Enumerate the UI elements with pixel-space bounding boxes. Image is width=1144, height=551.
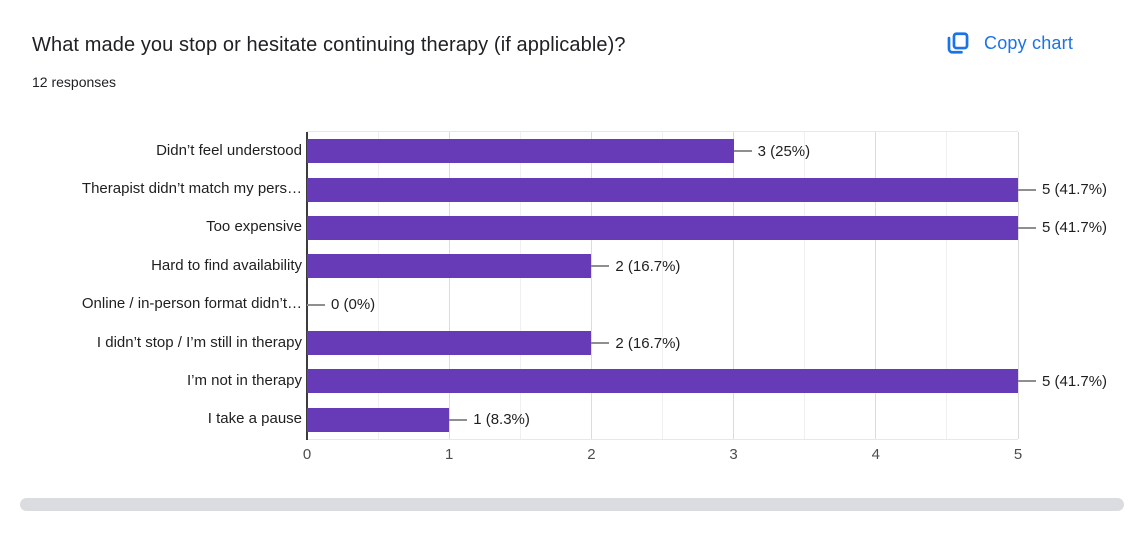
category-label: I take a pause (207, 410, 302, 428)
gridline-minor (377, 132, 379, 439)
question-title: What made you stop or hesitate continuin… (32, 34, 626, 56)
x-tick-label: 4 (871, 446, 880, 463)
gridline-minor (519, 132, 521, 439)
category-label: I’m not in therapy (186, 371, 302, 389)
category-label: I didn’t stop / I’m still in therapy (96, 333, 302, 351)
category-label: Online / in-person format didn’t… (81, 295, 302, 313)
bar (307, 215, 1018, 240)
value-callout-line (1018, 226, 1036, 229)
x-tick-label: 5 (1013, 446, 1023, 463)
gridline-major (875, 132, 877, 439)
value-label: 5 (41.7%) (1042, 181, 1108, 199)
value-label: 2 (16.7%) (615, 334, 681, 352)
x-axis: 0 1 2 3 4 5 (303, 446, 1022, 466)
category-label: Hard to find availability (151, 256, 302, 274)
gridline-major (1017, 132, 1019, 439)
value-label: 0 (0%) (331, 296, 376, 314)
value-label: 3 (25%) (757, 142, 811, 160)
horizontal-scrollbar-thumb[interactable] (20, 498, 1124, 511)
bar (307, 254, 592, 279)
bar-chart-plot-area: 3 (25%) 5 (41.7%) 5 (41.7%) 2 (16.7%) 0 (0%)… (306, 131, 1107, 440)
copy-chart-icon (944, 30, 971, 57)
copy-chart-button[interactable]: Copy chart (938, 25, 1079, 61)
bar (307, 177, 1018, 202)
value-callout-line (449, 418, 468, 421)
value-callout-line (307, 303, 325, 306)
bar (307, 139, 734, 164)
y-axis-line (306, 132, 308, 440)
value-callout-line (591, 265, 610, 268)
gridline-minor (662, 132, 663, 439)
category-label: Didn’t feel understood (156, 141, 302, 159)
value-label: 1 (8.3%) (473, 411, 530, 429)
value-label: 5 (41.7%) (1042, 372, 1108, 390)
x-tick-label: 0 (302, 446, 312, 463)
value-callout-line (591, 342, 610, 345)
gridline-major (590, 132, 592, 439)
response-count: 12 responses (32, 74, 117, 90)
value-label: 2 (16.7%) (615, 257, 681, 275)
gridline-major (733, 132, 735, 439)
bar (307, 407, 450, 432)
x-tick-label: 3 (729, 446, 738, 463)
category-label: Too expensive (206, 218, 302, 236)
value-callout-line (733, 150, 752, 153)
copy-chart-label: Copy chart (984, 32, 1074, 53)
x-tick-label: 2 (587, 446, 596, 463)
value-label: 5 (41.7%) (1042, 219, 1108, 237)
gridline-major (448, 132, 450, 439)
x-tick-label: 1 (445, 446, 454, 463)
category-axis: Didn’t feel understood Therapist didn’t m… (0, 131, 302, 438)
bar (307, 369, 1018, 394)
bar (307, 331, 592, 356)
value-callout-line (1018, 188, 1036, 191)
value-callout-line (1018, 380, 1036, 383)
category-label: Therapist didn’t match my pers… (81, 180, 302, 198)
gridline-minor (946, 132, 948, 439)
gridline-minor (804, 132, 806, 439)
